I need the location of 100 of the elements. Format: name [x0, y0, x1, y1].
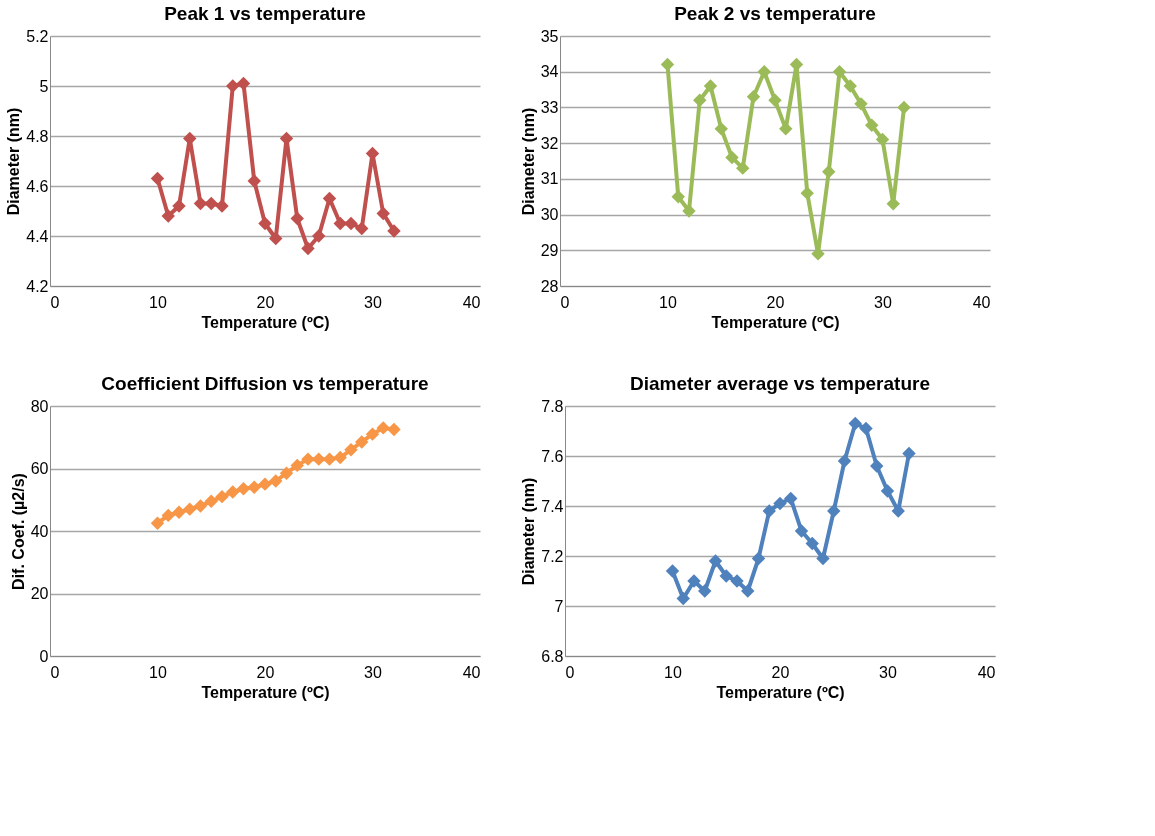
point: [161, 508, 175, 523]
point: [682, 204, 696, 218]
point: [891, 504, 905, 518]
point: [822, 165, 836, 179]
y-tick-label: 40: [30, 522, 49, 540]
point: [751, 551, 766, 566]
y-tick-label: 6.8: [541, 647, 564, 665]
point: [848, 416, 862, 431]
point: [832, 65, 847, 79]
point: [269, 474, 283, 488]
x-axis-title: Temperature (ºC): [716, 683, 845, 701]
point: [665, 564, 680, 578]
y-tick-label: 4.8: [26, 127, 49, 145]
point: [215, 489, 229, 504]
point: [355, 221, 369, 236]
y-tick-label: 4.4: [26, 227, 49, 245]
point: [322, 452, 337, 466]
point: [827, 504, 841, 518]
point: [247, 174, 261, 188]
chart-title: Peak 1 vs temperature: [164, 3, 366, 24]
y-tick-label: 7.2: [541, 547, 564, 565]
point: [746, 90, 761, 104]
point: [301, 241, 315, 256]
point: [376, 206, 390, 221]
point: [204, 494, 218, 509]
point: [312, 452, 326, 466]
y-axis-title: Diameter (nm): [5, 107, 23, 216]
y-tick-label: 4.6: [26, 177, 49, 195]
point: [365, 427, 380, 441]
point: [258, 216, 272, 231]
point: [854, 97, 868, 111]
point: [703, 79, 718, 93]
x-tick-label: 10: [149, 663, 167, 681]
x-tick-label: 10: [664, 663, 682, 681]
x-tick-label: 40: [972, 293, 991, 311]
x-tick-label: 0: [50, 293, 60, 311]
point: [150, 516, 165, 530]
point: [215, 199, 229, 213]
point: [870, 459, 884, 473]
point: [687, 574, 701, 588]
point: [301, 452, 315, 466]
y-tick-label: 7.4: [541, 497, 564, 515]
point: [773, 496, 787, 511]
y-tick-label: 7: [554, 597, 564, 615]
point: [279, 466, 294, 480]
y-tick-label: 5.2: [26, 27, 49, 45]
point: [741, 584, 755, 598]
x-tick-label: 30: [879, 663, 897, 681]
x-tick-label: 20: [256, 293, 275, 311]
x-axis-title: Temperature (ºC): [711, 313, 840, 331]
chart-title: Coefficient Diffusion vs temperature: [101, 373, 429, 394]
point: [757, 65, 771, 79]
x-tick-label: 20: [256, 663, 275, 681]
point: [355, 435, 369, 449]
point: [226, 79, 240, 93]
point: [660, 57, 675, 72]
point: [902, 446, 916, 461]
point: [333, 450, 347, 465]
point: [865, 118, 879, 132]
point: [258, 477, 272, 491]
point: [811, 247, 825, 261]
point: [698, 584, 712, 598]
point: [784, 491, 798, 506]
point: [247, 480, 261, 494]
point: [779, 122, 793, 136]
y-axis-title: Diameter (nm): [519, 107, 537, 216]
point: [236, 76, 251, 91]
y-tick-label: 31: [540, 170, 559, 188]
y-tick-label: 29: [540, 241, 559, 259]
point: [387, 422, 401, 437]
point: [843, 79, 857, 93]
point: [172, 199, 186, 213]
x-axis-title: Temperature (ºC): [201, 683, 330, 701]
point: [708, 554, 723, 568]
y-tick-label: 60: [30, 460, 49, 477]
point: [183, 502, 197, 516]
y-tick-label: 7.8: [541, 397, 564, 415]
x-tick-label: 0: [565, 663, 575, 681]
point: [387, 224, 401, 238]
y-axis-title: Diameter (nm): [520, 477, 538, 586]
point: [837, 454, 852, 468]
point: [816, 551, 830, 566]
point: [344, 443, 358, 457]
point: [800, 186, 814, 200]
y-tick-label: 34: [540, 63, 559, 81]
chart-title: Diameter average vs temperature: [630, 373, 930, 394]
y-tick-label: 28: [540, 277, 559, 295]
point: [204, 196, 218, 211]
point: [269, 231, 283, 246]
point: [859, 421, 873, 436]
point: [671, 190, 685, 204]
chart-title: Peak 2 vs temperature: [674, 3, 876, 24]
point: [236, 482, 251, 496]
y-tick-label: 35: [540, 27, 559, 45]
x-tick-label: 20: [771, 663, 790, 681]
x-axis-title: Temperature (ºC): [201, 313, 330, 331]
x-tick-label: 40: [977, 663, 996, 681]
y-tick-label: 80: [30, 397, 49, 415]
point: [290, 458, 304, 473]
y-tick-label: 33: [540, 98, 559, 116]
